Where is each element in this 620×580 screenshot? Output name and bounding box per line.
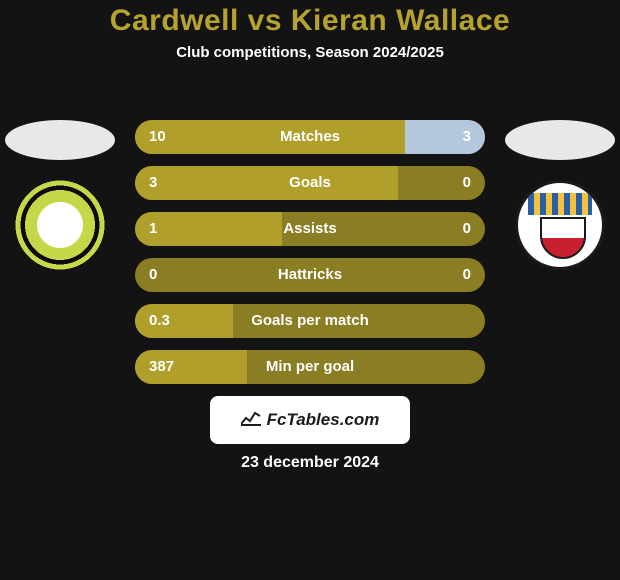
bar-label: Min per goal xyxy=(135,350,485,384)
bar-right-value: 0 xyxy=(463,258,471,292)
right-club-badge-shield xyxy=(540,217,586,259)
left-team-column: FGR 1889 xyxy=(0,120,120,270)
bar-left-value: 0 xyxy=(149,258,157,292)
comparison-infographic: Cardwell vs Kieran Wallace Club competit… xyxy=(0,0,620,580)
bar-label: Hattricks xyxy=(135,258,485,292)
footer-date: 23 december 2024 xyxy=(0,454,620,472)
bar-left-value: 387 xyxy=(149,350,174,384)
left-player-placeholder xyxy=(5,120,115,160)
right-club-badge: TAMWORTH xyxy=(515,180,605,270)
comparison-bars: Matches103Goals30Assists10Hattricks00Goa… xyxy=(135,120,485,396)
site-badge: FcTables.com xyxy=(210,396,410,444)
bar-label: Matches xyxy=(135,120,485,154)
bar-row: Assists1 0 xyxy=(135,212,485,246)
right-club-badge-stripe xyxy=(528,193,592,215)
right-team-column: TAMWORTH xyxy=(500,120,620,270)
bar-right-value: 3 xyxy=(463,120,471,154)
bar-left-value: 1 xyxy=(149,212,157,246)
right-club-badge-text: TAMWORTH xyxy=(518,185,602,192)
bar-label: Goals per match xyxy=(135,304,485,338)
bar-left-value: 0.3 xyxy=(149,304,170,338)
bar-left-value: 3 xyxy=(149,166,157,200)
bar-label: Goals xyxy=(135,166,485,200)
left-club-badge: FGR 1889 xyxy=(15,180,105,270)
bar-right-value: 0 xyxy=(463,212,471,246)
right-player-placeholder xyxy=(505,120,615,160)
bar-row: Goals per match0.3 xyxy=(135,304,485,338)
bar-row: Goals3 0 xyxy=(135,166,485,200)
left-club-badge-text: FGR 1889 xyxy=(37,202,83,248)
bar-left-value: 10 xyxy=(149,120,166,154)
page-subtitle: Club competitions, Season 2024/2025 xyxy=(0,44,620,61)
site-label: FcTables.com xyxy=(267,410,380,430)
bar-row: Hattricks0 0 xyxy=(135,258,485,292)
bar-label: Assists xyxy=(135,212,485,246)
bar-row: Min per goal387 xyxy=(135,350,485,384)
chart-icon xyxy=(241,410,261,431)
page-title: Cardwell vs Kieran Wallace xyxy=(0,0,620,38)
bar-row: Matches10 3 xyxy=(135,120,485,154)
bar-right-value: 0 xyxy=(463,166,471,200)
